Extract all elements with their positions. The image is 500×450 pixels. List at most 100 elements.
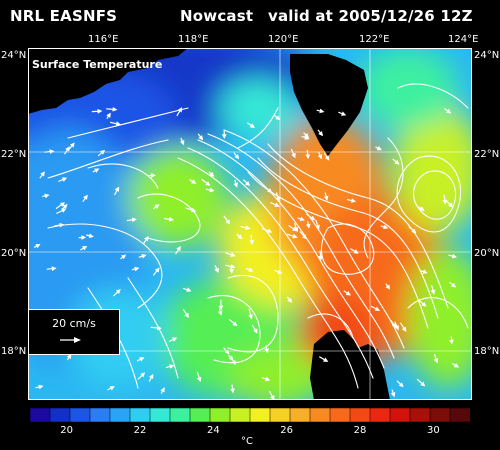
current-arrow xyxy=(82,194,88,203)
current-arrow xyxy=(442,194,448,205)
current-streamline xyxy=(47,223,163,309)
current-arrow xyxy=(233,152,240,160)
current-streamline xyxy=(320,223,375,275)
colorbar-unit: °C xyxy=(241,436,253,447)
current-arrow xyxy=(233,179,239,188)
colorbar-swatch xyxy=(309,408,331,422)
map-canvas xyxy=(28,48,472,400)
current-arrow xyxy=(185,207,197,213)
current-arrow xyxy=(92,168,100,173)
current-arrow xyxy=(106,112,111,120)
current-arrow xyxy=(143,236,149,244)
current-arrow xyxy=(106,106,118,112)
colorbar-swatch xyxy=(30,408,51,422)
current-streamline xyxy=(307,313,354,339)
current-streamline xyxy=(127,277,179,379)
current-streamline xyxy=(177,157,359,389)
velocity-scale-box: 20 cm/s xyxy=(28,309,120,355)
current-arrow xyxy=(261,376,271,382)
lon-label-124: 124°E xyxy=(448,34,479,45)
current-arrow xyxy=(225,264,236,269)
current-arrow xyxy=(165,364,175,369)
map-title: Surface Temperature xyxy=(32,58,163,71)
current-arrow xyxy=(138,254,147,259)
current-arrow xyxy=(131,266,140,272)
current-arrow xyxy=(44,149,55,154)
colorbar-swatch xyxy=(109,408,131,422)
colorbar-swatch xyxy=(329,408,351,422)
current-arrow xyxy=(390,389,396,398)
current-arrow xyxy=(370,305,380,311)
current-arrow xyxy=(273,114,281,121)
current-arrow xyxy=(451,362,460,368)
current-arrow xyxy=(306,213,316,221)
current-streamline xyxy=(363,137,404,259)
current-arrow xyxy=(270,201,280,207)
taiwan-land xyxy=(290,54,368,156)
current-arrow xyxy=(380,224,389,230)
current-arrow xyxy=(39,171,45,179)
colorbar-swatch xyxy=(129,408,151,422)
current-arrow xyxy=(223,215,231,225)
velocity-scale-label: 20 cm/s xyxy=(52,317,96,330)
current-streamlines xyxy=(47,83,469,389)
current-arrow xyxy=(446,200,453,208)
current-arrow xyxy=(315,219,320,230)
lat-label-18-right: 18°N xyxy=(474,346,500,357)
current-arrow xyxy=(152,204,160,210)
current-arrow xyxy=(164,216,175,222)
current-arrow xyxy=(338,111,347,116)
current-arrow xyxy=(449,336,454,345)
lat-label-24-left: 24°N xyxy=(1,50,27,61)
lon-label-122: 122°E xyxy=(359,34,390,45)
current-arrow xyxy=(242,179,251,187)
current-arrow xyxy=(245,267,254,272)
current-arrow xyxy=(392,158,400,165)
colorbar-tick-label: 20 xyxy=(60,425,74,436)
current-arrow xyxy=(197,133,204,141)
current-arrow xyxy=(248,308,253,320)
current-streamline xyxy=(407,297,469,329)
current-arrow xyxy=(227,354,234,361)
current-arrow xyxy=(54,222,65,228)
current-arrow xyxy=(205,187,215,193)
lat-label-22-left: 22°N xyxy=(1,149,27,160)
temperature-colorbar xyxy=(30,408,470,422)
current-arrow xyxy=(229,266,234,274)
current-arrow xyxy=(448,253,457,259)
current-arrow xyxy=(420,269,428,274)
valid-time: valid at 2005/12/26 12Z xyxy=(268,7,473,25)
colorbar-swatches xyxy=(30,408,470,422)
forecast-type: Nowcast xyxy=(180,7,254,25)
lat-label-20-right: 20°N xyxy=(474,248,500,259)
current-arrow xyxy=(286,233,298,239)
current-arrow xyxy=(264,345,269,354)
current-arrow xyxy=(317,151,323,160)
current-arrow xyxy=(299,231,307,240)
current-arrow xyxy=(394,321,399,331)
colorbar-swatch xyxy=(369,408,391,422)
current-arrow xyxy=(223,347,230,355)
current-arrows xyxy=(33,106,460,400)
current-arrow xyxy=(247,122,255,128)
lat-label-20-left: 20°N xyxy=(1,248,27,259)
current-arrow xyxy=(396,380,404,388)
lon-label-120: 120°E xyxy=(268,34,299,45)
current-streamline xyxy=(413,170,456,220)
current-arrow xyxy=(346,198,357,203)
current-arrow xyxy=(152,267,160,276)
current-arrow xyxy=(323,152,330,161)
current-streamline xyxy=(227,274,279,353)
current-arrow xyxy=(399,322,407,332)
current-arrow xyxy=(91,108,103,114)
current-arrow xyxy=(64,146,70,155)
current-arrow xyxy=(112,288,121,297)
colorbar-swatch xyxy=(449,408,470,422)
current-arrow xyxy=(58,177,68,182)
current-arrow xyxy=(449,281,457,288)
current-arrow xyxy=(201,178,211,186)
current-arrow xyxy=(301,135,310,140)
current-arrow xyxy=(182,308,189,319)
current-arrow xyxy=(319,356,329,362)
